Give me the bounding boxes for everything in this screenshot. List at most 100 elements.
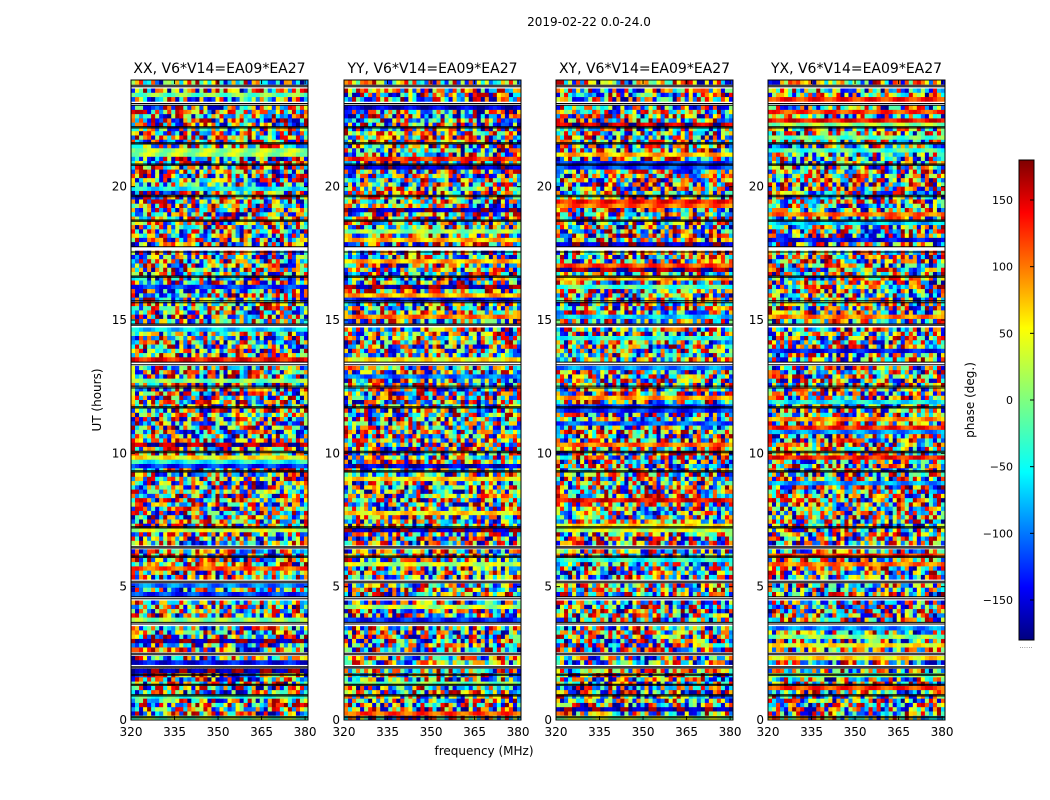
heatmap-cell bbox=[235, 540, 241, 546]
heatmap-cell bbox=[147, 109, 152, 115]
heatmap-cell bbox=[235, 97, 241, 102]
heatmap-cell bbox=[247, 186, 253, 192]
heatmap-cell bbox=[187, 382, 192, 388]
heatmap-cell bbox=[211, 476, 216, 482]
heatmap-cell bbox=[159, 165, 164, 170]
heatmap-cell bbox=[255, 233, 261, 239]
heatmap-cell bbox=[131, 237, 136, 243]
heatmap-cell bbox=[155, 105, 160, 111]
heatmap-cell bbox=[243, 97, 249, 102]
heatmap-cell bbox=[199, 370, 204, 375]
heatmap-cell bbox=[179, 301, 184, 307]
heatmap-cell bbox=[227, 152, 232, 158]
heatmap-cell bbox=[287, 378, 293, 384]
heatmap-cell bbox=[143, 229, 148, 234]
heatmap-cell bbox=[163, 139, 168, 145]
heatmap-cell bbox=[139, 446, 144, 452]
heatmap-cell bbox=[295, 122, 301, 128]
heatmap-cell bbox=[227, 199, 232, 205]
heatmap-cell bbox=[195, 532, 200, 537]
heatmap-cell bbox=[247, 429, 253, 435]
heatmap-cell bbox=[235, 583, 241, 589]
heatmap-cell bbox=[219, 118, 224, 124]
heatmap-cell bbox=[287, 434, 293, 439]
heatmap-cell bbox=[175, 88, 180, 94]
heatmap-cell bbox=[135, 161, 140, 166]
heatmap-cell bbox=[191, 446, 196, 452]
heatmap-cell bbox=[203, 152, 208, 158]
heatmap-cell bbox=[291, 570, 297, 576]
heatmap-cell bbox=[179, 425, 184, 431]
heatmap-cell bbox=[295, 267, 301, 273]
heatmap-cell bbox=[211, 566, 216, 572]
heatmap-cell bbox=[275, 310, 281, 316]
heatmap-cell bbox=[199, 97, 204, 102]
heatmap-cell bbox=[299, 519, 305, 525]
heatmap-cell bbox=[143, 289, 148, 294]
heatmap-cell bbox=[303, 532, 309, 537]
heatmap-cell bbox=[171, 506, 176, 512]
heatmap-cell bbox=[239, 357, 245, 362]
heatmap-cell bbox=[251, 80, 257, 85]
heatmap-cell bbox=[287, 502, 293, 508]
heatmap-cell bbox=[147, 417, 152, 422]
heatmap-cell bbox=[183, 242, 188, 247]
heatmap-cell bbox=[279, 182, 285, 188]
heatmap-cell bbox=[211, 225, 216, 230]
heatmap-cell bbox=[291, 425, 297, 431]
heatmap-cell bbox=[155, 429, 160, 435]
heatmap-cell bbox=[135, 254, 140, 260]
heatmap-cell bbox=[227, 336, 232, 341]
heatmap-cell bbox=[287, 114, 293, 119]
heatmap-cell bbox=[287, 446, 293, 452]
heatmap-cell bbox=[131, 306, 136, 311]
heatmap-cell bbox=[267, 306, 273, 311]
heatmap-cell bbox=[179, 382, 184, 388]
heatmap-cell bbox=[295, 220, 301, 226]
heatmap-cell bbox=[175, 267, 180, 273]
heatmap-cell bbox=[227, 280, 232, 286]
heatmap-cell bbox=[159, 331, 164, 337]
heatmap-cell bbox=[203, 272, 208, 277]
heatmap-cell bbox=[175, 122, 180, 128]
heatmap-cell bbox=[247, 118, 253, 124]
heatmap-cell bbox=[203, 118, 208, 124]
heatmap-cell bbox=[211, 237, 216, 243]
heatmap-cell bbox=[223, 417, 228, 422]
heatmap-cell bbox=[131, 434, 136, 439]
heatmap-cell bbox=[279, 105, 285, 111]
heatmap-cell bbox=[167, 506, 172, 512]
heatmap-cell bbox=[163, 566, 168, 572]
heatmap-cell bbox=[299, 152, 305, 158]
heatmap-cell bbox=[163, 382, 168, 388]
heatmap-cell bbox=[167, 88, 172, 94]
heatmap-cell bbox=[155, 156, 160, 162]
heatmap-cell bbox=[183, 365, 188, 371]
heatmap-cell bbox=[279, 186, 285, 192]
heatmap-cell bbox=[251, 165, 257, 170]
heatmap-cell bbox=[279, 336, 285, 341]
heatmap-cell bbox=[195, 540, 200, 546]
heatmap-cell bbox=[287, 374, 293, 380]
heatmap-cell bbox=[263, 493, 269, 499]
heatmap-cell bbox=[195, 348, 200, 354]
heatmap-cell bbox=[155, 574, 160, 580]
heatmap-cell bbox=[275, 293, 281, 298]
heatmap-cell bbox=[295, 370, 301, 375]
heatmap-cell bbox=[299, 135, 305, 141]
heatmap-cell bbox=[179, 570, 184, 576]
heatmap-cell bbox=[235, 353, 241, 358]
heatmap-cell bbox=[147, 442, 152, 448]
heatmap-cell bbox=[175, 199, 180, 205]
heatmap-cell bbox=[295, 80, 301, 85]
heatmap-cell bbox=[179, 310, 184, 316]
heatmap-cell bbox=[299, 446, 305, 452]
heatmap-cell bbox=[247, 570, 253, 576]
heatmap-cell bbox=[255, 344, 261, 350]
heatmap-cell bbox=[195, 502, 200, 508]
heatmap-cell bbox=[159, 225, 164, 230]
heatmap-cell bbox=[231, 570, 236, 576]
heatmap-cell bbox=[243, 451, 249, 456]
heatmap-cell bbox=[291, 510, 297, 516]
heatmap-cell bbox=[247, 126, 253, 132]
